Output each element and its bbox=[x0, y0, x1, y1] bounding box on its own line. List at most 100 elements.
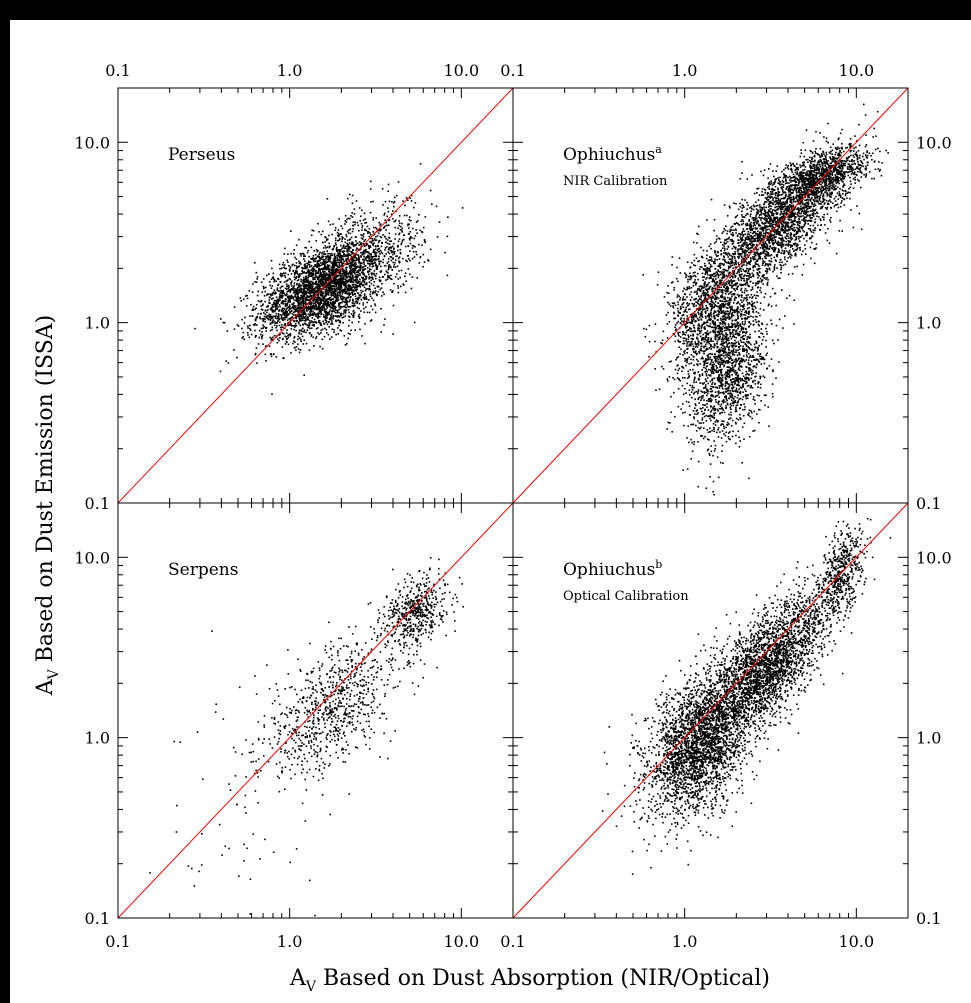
data-point bbox=[741, 301, 743, 304]
data-point bbox=[298, 312, 301, 315]
data-point bbox=[705, 297, 707, 300]
data-point bbox=[286, 312, 288, 314]
data-point bbox=[361, 269, 364, 271]
data-point bbox=[276, 329, 278, 332]
data-point bbox=[343, 272, 346, 274]
data-point bbox=[674, 335, 677, 337]
data-point bbox=[344, 275, 347, 278]
data-point bbox=[309, 307, 312, 309]
data-point bbox=[265, 360, 267, 362]
data-point bbox=[306, 251, 309, 254]
data-point bbox=[326, 314, 329, 317]
data-point bbox=[304, 322, 306, 325]
data-point bbox=[297, 286, 299, 289]
data-point bbox=[677, 310, 680, 312]
data-point bbox=[333, 290, 335, 293]
data-point bbox=[293, 325, 295, 327]
data-point bbox=[693, 291, 696, 293]
data-point bbox=[335, 248, 338, 250]
data-point bbox=[387, 248, 390, 251]
data-point bbox=[336, 316, 339, 318]
data-point bbox=[707, 295, 710, 297]
data-point bbox=[352, 242, 354, 245]
data-point bbox=[334, 239, 337, 242]
data-point bbox=[378, 240, 380, 242]
data-point bbox=[709, 318, 711, 320]
data-point bbox=[272, 297, 274, 300]
data-point bbox=[263, 318, 265, 320]
data-point bbox=[423, 261, 426, 263]
data-point bbox=[350, 272, 352, 274]
data-point bbox=[358, 229, 360, 232]
data-point bbox=[334, 294, 337, 296]
data-point bbox=[729, 331, 731, 334]
data-point bbox=[389, 277, 392, 280]
data-point bbox=[308, 275, 310, 277]
data-point bbox=[318, 285, 321, 288]
data-point bbox=[331, 233, 333, 236]
data-point bbox=[387, 264, 390, 267]
data-point bbox=[731, 295, 733, 298]
data-point bbox=[368, 270, 370, 273]
data-point bbox=[310, 272, 312, 275]
data-point bbox=[301, 252, 303, 255]
data-point bbox=[718, 307, 720, 310]
data-point bbox=[345, 235, 348, 238]
data-point bbox=[678, 257, 681, 259]
data-point bbox=[331, 313, 333, 315]
data-point bbox=[385, 237, 387, 240]
data-point bbox=[352, 289, 355, 291]
data-point bbox=[670, 281, 673, 284]
data-point bbox=[715, 235, 718, 237]
data-point bbox=[356, 253, 358, 256]
data-point bbox=[282, 295, 284, 297]
data-point bbox=[405, 280, 407, 282]
data-point bbox=[338, 311, 340, 314]
data-point bbox=[345, 273, 347, 276]
data-point bbox=[342, 322, 344, 324]
data-point bbox=[727, 261, 730, 263]
data-point bbox=[351, 241, 353, 243]
data-point bbox=[270, 287, 273, 289]
data-point bbox=[698, 309, 700, 312]
data-point bbox=[388, 200, 391, 203]
data-point bbox=[313, 324, 315, 326]
data-point bbox=[706, 273, 709, 276]
data-point bbox=[345, 259, 348, 262]
data-point bbox=[711, 274, 714, 276]
data-point bbox=[281, 326, 283, 328]
data-point bbox=[319, 345, 321, 348]
data-point bbox=[298, 314, 301, 316]
data-point bbox=[293, 253, 295, 255]
data-point bbox=[315, 337, 317, 340]
data-point bbox=[691, 302, 694, 305]
data-point bbox=[288, 317, 291, 320]
data-point bbox=[325, 261, 327, 264]
data-point bbox=[680, 320, 683, 322]
data-point bbox=[300, 280, 302, 283]
data-point bbox=[338, 285, 340, 288]
data-point bbox=[318, 259, 321, 261]
data-point bbox=[741, 379, 744, 382]
data-point bbox=[702, 308, 705, 310]
data-point bbox=[318, 291, 321, 293]
data-point bbox=[309, 327, 311, 330]
data-point bbox=[325, 302, 328, 305]
data-point bbox=[353, 313, 355, 315]
data-point bbox=[295, 290, 297, 292]
data-point bbox=[339, 291, 341, 293]
data-point bbox=[333, 329, 335, 331]
data-point bbox=[249, 327, 251, 330]
data-point bbox=[341, 306, 343, 308]
data-point bbox=[390, 240, 392, 242]
data-point bbox=[266, 274, 268, 277]
data-point bbox=[692, 345, 695, 348]
data-point bbox=[340, 330, 342, 332]
data-point bbox=[369, 263, 371, 265]
data-point bbox=[317, 272, 319, 275]
data-point bbox=[354, 236, 357, 238]
data-point bbox=[422, 253, 425, 256]
data-point bbox=[324, 241, 326, 243]
data-point bbox=[717, 327, 720, 330]
data-point bbox=[679, 341, 681, 343]
